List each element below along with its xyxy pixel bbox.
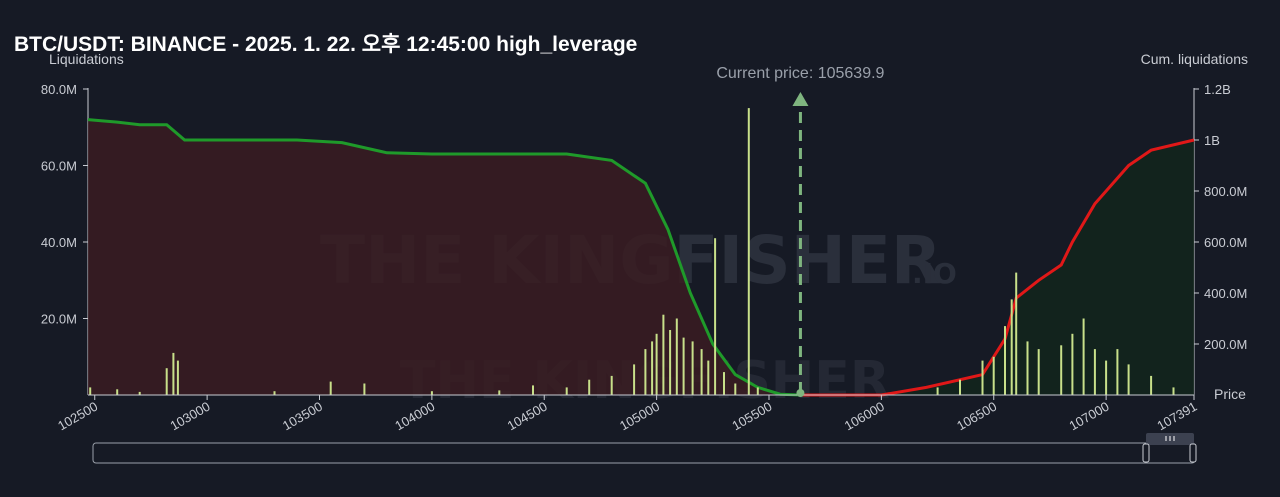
liquidation-bar: [138, 391, 141, 395]
liquidation-bar: [1071, 333, 1074, 395]
liquidation-bar: [89, 387, 92, 395]
right-axis-tick-label: 1B: [1204, 133, 1220, 148]
long-cum-line: [87, 118, 801, 397]
arrow-up-icon: [792, 92, 809, 106]
liquidation-bar: [363, 383, 366, 395]
long-cum-area: [87, 118, 801, 397]
current-price-marker: Current price: 105639.9: [716, 65, 885, 397]
liquidation-bar: [1004, 326, 1006, 395]
liquidation-bar: [633, 364, 636, 395]
liquidation-bar: [662, 314, 665, 395]
liquidation-bar: [273, 391, 276, 395]
liquidation-bar: [172, 352, 175, 395]
liquidation-bar: [1105, 360, 1108, 395]
current-price-label: Current price: 105639.9: [716, 65, 884, 82]
range-handle-left[interactable]: [1142, 443, 1150, 463]
right-axis-title: Cum. liquidations: [1141, 51, 1248, 67]
liquidation-bars: [89, 108, 1175, 396]
x-axis-tick-label: 106500: [954, 399, 999, 434]
liquidation-bar: [165, 368, 168, 395]
liquidation-bar: [747, 108, 750, 395]
liquidation-bar: [655, 333, 658, 395]
left-axis-tick-label: 60.0M: [41, 159, 77, 174]
liquidation-bar: [1082, 318, 1085, 395]
watermark-suffix: .IO: [912, 257, 957, 290]
liquidation-bar: [176, 360, 179, 395]
left-axis-tick-label: 20.0M: [41, 312, 77, 327]
liquidation-bar: [1093, 349, 1096, 395]
liquidation-bar: [936, 387, 939, 395]
x-axis-tick-label: 107391: [1154, 399, 1199, 434]
liquidation-bar: [714, 238, 717, 395]
liquidation-bar: [329, 381, 332, 395]
range-slider-track[interactable]: [92, 442, 1196, 464]
liquidation-bar: [1060, 345, 1063, 395]
liquidation-bar: [700, 349, 703, 395]
liquidation-bar: [565, 387, 568, 395]
right-axis-tick-label: 800.0M: [1204, 184, 1247, 199]
liquidation-bar: [1010, 299, 1013, 395]
liquidation-bar: [498, 390, 501, 395]
left-axis-title: Liquidations: [49, 51, 124, 67]
liquidation-bar: [981, 360, 984, 395]
liquidation-bar: [588, 379, 591, 395]
liquidation-bar: [1116, 349, 1119, 395]
liquidation-bar: [707, 360, 710, 395]
liquidation-bar: [1037, 349, 1040, 395]
liquidation-bar: [1026, 341, 1029, 395]
long-cum-fill: [88, 119, 801, 395]
liquidation-bar: [1172, 387, 1175, 395]
liquidation-bar: [734, 383, 737, 395]
x-axis-tick-label: 107000: [1067, 399, 1112, 434]
liquidation-bar: [116, 389, 119, 395]
right-axis-tick-label: 400.0M: [1204, 286, 1247, 301]
right-axis-tick-label: 200.0M: [1204, 337, 1247, 352]
liquidation-bar: [1150, 375, 1153, 395]
range-handle-right[interactable]: [1189, 443, 1197, 463]
liquidation-bar: [430, 391, 433, 395]
range-slider[interactable]: [92, 433, 1197, 464]
short-cum-line: [800, 138, 1195, 397]
liquidation-bar: [675, 318, 678, 395]
x-axis-title: Price: [1214, 386, 1246, 402]
current-price-dot: [796, 389, 805, 397]
liquidation-bar: [669, 330, 672, 395]
liquidation-bar: [723, 372, 725, 395]
short-cum-area: [800, 138, 1195, 397]
liquidation-bar: [610, 375, 613, 395]
left-axis-tick-label: 80.0M: [41, 82, 77, 97]
liquidation-bar: [682, 337, 685, 395]
liquidation-bar: [1015, 272, 1018, 395]
right-axis-tick-label: 600.0M: [1204, 235, 1247, 250]
liquidation-bar: [756, 387, 759, 395]
right-axis-tick-label: 1.2B: [1204, 82, 1231, 97]
liquidation-bar: [959, 379, 961, 395]
x-axis-tick-label: 102500: [55, 399, 100, 434]
left-axis-tick-label: 40.0M: [41, 235, 77, 250]
liquidation-bar: [691, 341, 694, 395]
x-axis-tick-label: 103000: [168, 399, 213, 434]
liquidation-bar: [644, 349, 647, 395]
liquidation-bar: [532, 385, 534, 395]
x-axis-tick-label: 103500: [280, 399, 325, 434]
chart-title: BTC/USDT: BINANCE - 2025. 1. 22. 오후 12:4…: [14, 33, 638, 56]
liquidation-bar: [992, 356, 995, 396]
liquidation-bar: [1127, 364, 1130, 395]
liquidation-bar: [651, 341, 654, 395]
